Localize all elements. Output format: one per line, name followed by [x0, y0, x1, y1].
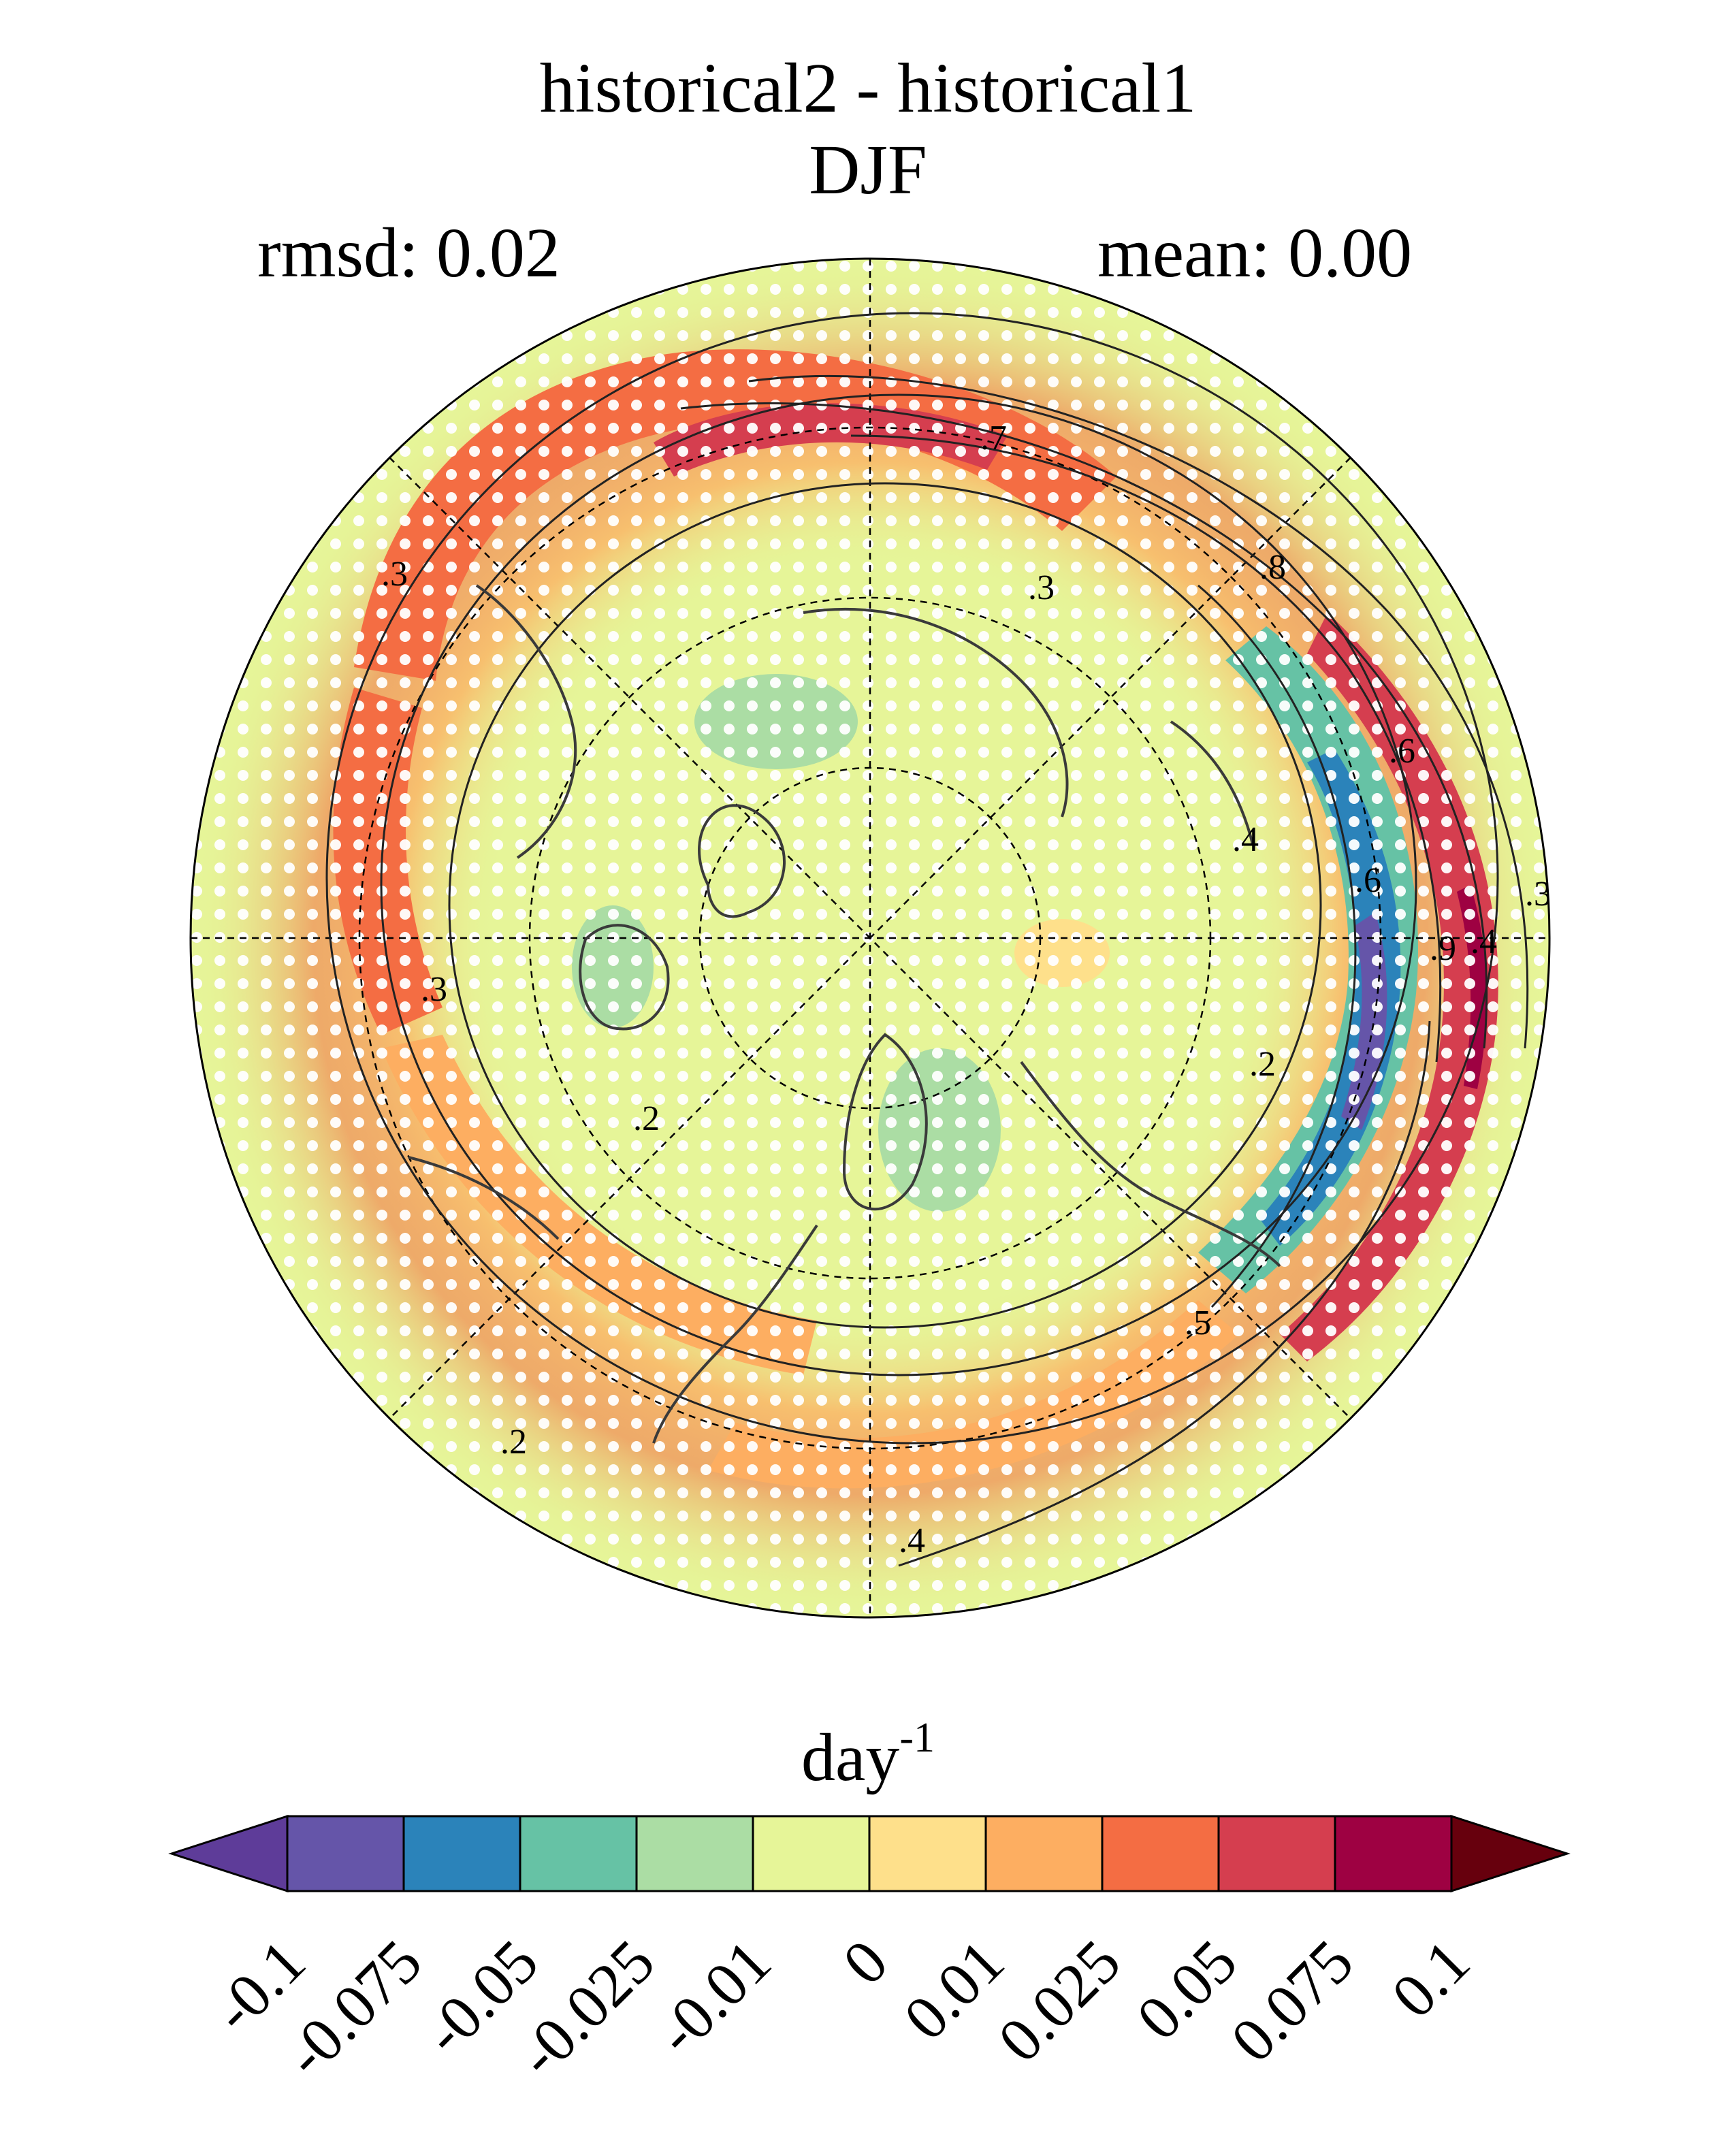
map-field: .3 .3 .3 .2 .2 .2 .4 .4 .5 .6 .6 .7 .8 .… [191, 259, 1552, 1617]
contour-label: .5 [1185, 1304, 1211, 1342]
rmsd-label: rmsd: 0.02 [257, 214, 560, 292]
mean-label: mean: 0.00 [1097, 214, 1413, 292]
climatology-contours [325, 312, 1529, 1567]
contour-label: .4 [1470, 922, 1497, 961]
colorbar-box [752, 1815, 871, 1892]
contour-label-group: .3 .3 .3 .2 .2 .2 .4 .4 .5 .6 .6 .7 .8 .… [381, 419, 1552, 1560]
colorbar-box [286, 1815, 405, 1892]
coastlines [408, 584, 1281, 1444]
colorbar-extend-high [1450, 1814, 1571, 1893]
contour-label: .2 [500, 1423, 527, 1462]
colorbar-box [402, 1815, 521, 1892]
colorbar-box [868, 1815, 987, 1892]
contour-label: .6 [1355, 861, 1381, 900]
colorbar-box [1334, 1815, 1453, 1892]
contour-label: .3 [1028, 568, 1055, 607]
contour-label: .9 [1430, 929, 1456, 968]
colorbar-box [984, 1815, 1104, 1892]
contour-label: .8 [1259, 548, 1286, 587]
colorbar-box [635, 1815, 754, 1892]
contour-label: .2 [633, 1099, 660, 1138]
colorbar-box [1217, 1815, 1336, 1892]
chart-subtitle-season: DJF [809, 131, 927, 209]
chart-title: historical2 - historical1 [539, 49, 1197, 127]
contour-label: .3 [1525, 875, 1552, 914]
contour-label: .3 [381, 555, 408, 594]
contour-label: .3 [421, 970, 447, 1009]
colorbar-unit-label: day-1 [801, 1715, 935, 1795]
contour-label: .7 [980, 419, 1007, 457]
contour-label: .4 [899, 1521, 925, 1560]
colorbar-extend-low [168, 1814, 289, 1893]
map-boundary [189, 257, 1551, 1619]
colorbar-box [1101, 1815, 1220, 1892]
contour-label: .4 [1232, 820, 1259, 859]
contour-label: .2 [1249, 1045, 1276, 1084]
colorbar [168, 1814, 1571, 1893]
graticule [191, 259, 1549, 1617]
colorbar-box [519, 1815, 638, 1892]
contour-label: .6 [1389, 732, 1415, 771]
